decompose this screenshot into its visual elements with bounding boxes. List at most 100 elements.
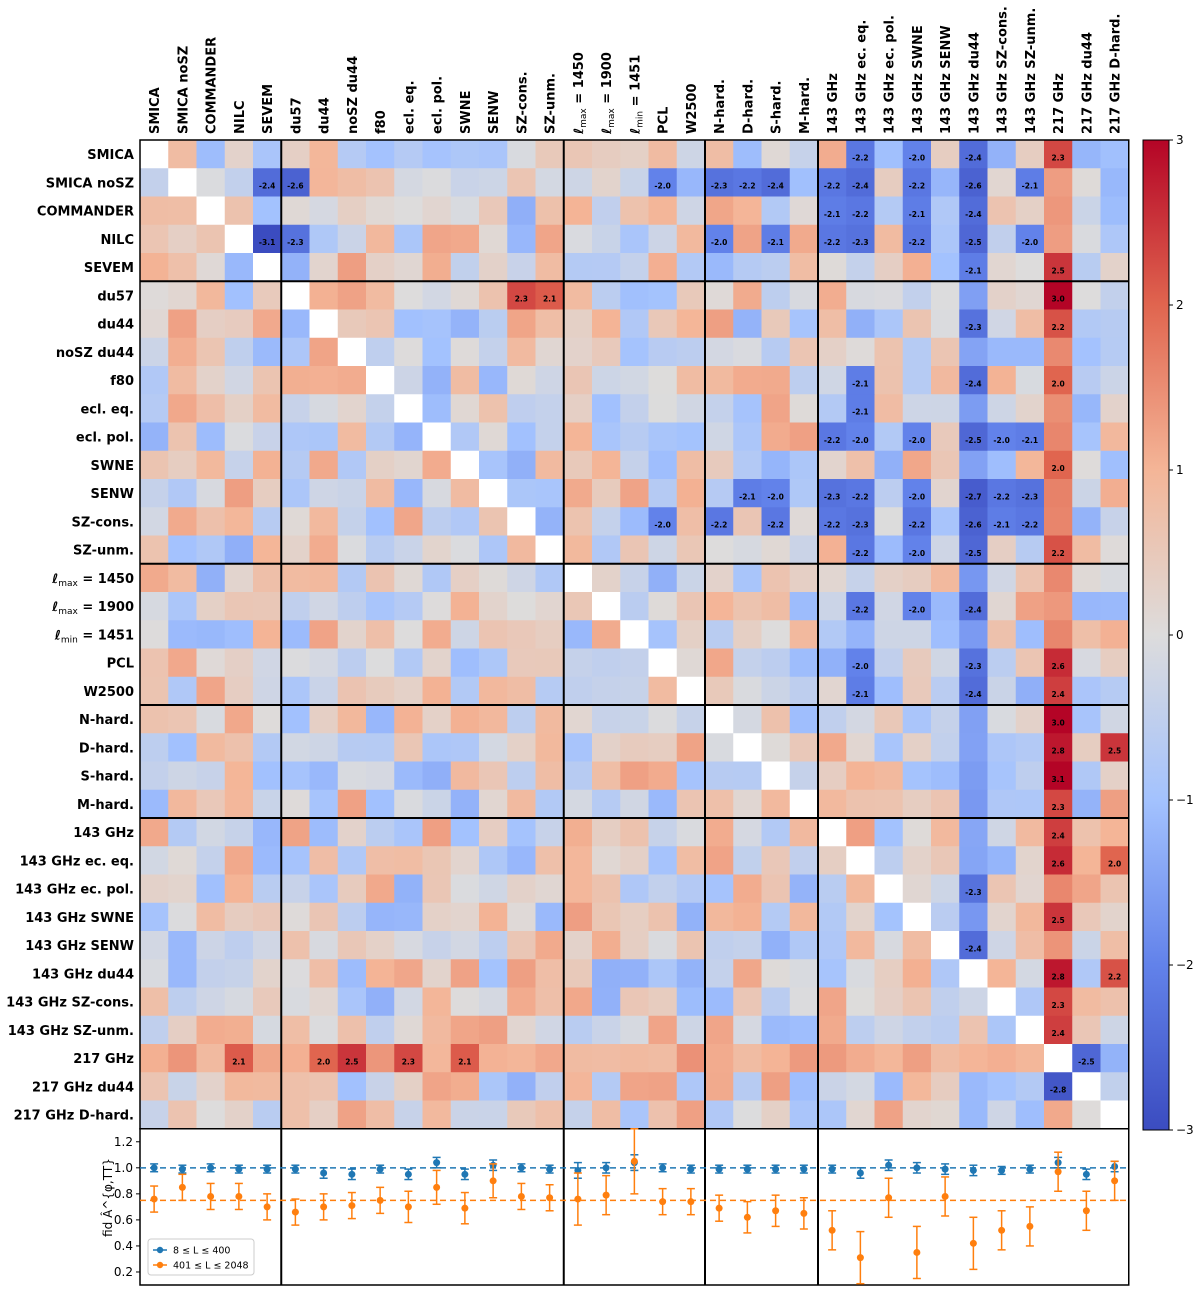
heatmap-cell bbox=[676, 450, 706, 480]
heatmap-cell bbox=[394, 168, 423, 197]
heatmap-cell bbox=[846, 337, 875, 367]
data-point bbox=[489, 1177, 497, 1185]
heatmap-cell bbox=[196, 309, 226, 339]
heatmap-cell bbox=[507, 535, 536, 565]
heatmap-cell bbox=[281, 818, 310, 847]
data-point bbox=[263, 1165, 271, 1173]
heatmap-cell bbox=[309, 818, 339, 847]
data-point bbox=[235, 1192, 243, 1200]
heatmap-cell bbox=[761, 846, 791, 875]
data-point bbox=[659, 1164, 667, 1172]
heatmap-cell bbox=[902, 422, 932, 452]
heatmap-cell bbox=[620, 931, 649, 960]
heatmap-cell bbox=[309, 1044, 339, 1073]
heatmap-cell bbox=[140, 846, 169, 875]
heatmap-cell bbox=[168, 394, 197, 423]
heatmap-cell bbox=[592, 846, 621, 875]
heatmap-cell bbox=[648, 1100, 678, 1130]
heatmap-cell bbox=[422, 648, 452, 678]
heatmap-cell bbox=[676, 648, 706, 678]
cell-annotation: -2.2 bbox=[852, 153, 868, 162]
data-point bbox=[1026, 1222, 1034, 1230]
heatmap-cell bbox=[648, 281, 678, 310]
heatmap-cell bbox=[818, 337, 847, 367]
heatmap-cell bbox=[1072, 1100, 1101, 1130]
heatmap-cell bbox=[818, 309, 847, 339]
row-label: 143 GHz du44 bbox=[32, 967, 134, 982]
heatmap-cell bbox=[1015, 563, 1045, 593]
heatmap-cell bbox=[705, 987, 734, 1017]
heatmap-cell bbox=[987, 676, 1017, 706]
data-point bbox=[320, 1203, 328, 1211]
heatmap-cell bbox=[479, 874, 508, 904]
heatmap-cell bbox=[196, 902, 226, 932]
heatmap-cell bbox=[818, 648, 847, 678]
heatmap-cell bbox=[846, 281, 875, 310]
data-point bbox=[715, 1165, 723, 1173]
heatmap-cell bbox=[253, 394, 282, 423]
heatmap-cell bbox=[450, 1015, 480, 1045]
heatmap-cell bbox=[253, 1100, 282, 1130]
heatmap-cell bbox=[789, 1072, 819, 1101]
heatmap-cell bbox=[309, 789, 339, 819]
heatmap-cell bbox=[394, 902, 423, 932]
heatmap-cell bbox=[563, 535, 593, 565]
heatmap-cell bbox=[902, 592, 932, 621]
heatmap-cell bbox=[1100, 507, 1130, 536]
data-point bbox=[404, 1170, 412, 1178]
heatmap-cell bbox=[224, 563, 254, 593]
heatmap-cell bbox=[987, 818, 1017, 847]
heatmap-cell bbox=[253, 422, 282, 452]
heatmap-cell bbox=[620, 648, 649, 678]
heatmap-cell bbox=[931, 620, 960, 649]
heatmap-cell bbox=[535, 1015, 565, 1045]
heatmap-cell bbox=[281, 479, 310, 508]
heatmap-cell bbox=[789, 1100, 819, 1130]
heatmap-cell bbox=[196, 931, 226, 960]
heatmap-cell bbox=[1072, 507, 1101, 536]
heatmap-cell bbox=[620, 1072, 649, 1101]
heatmap-cell bbox=[253, 931, 282, 960]
row-label: ecl. eq. bbox=[80, 402, 134, 417]
heatmap-cell bbox=[196, 422, 226, 452]
heatmap-cell bbox=[535, 224, 565, 254]
data-point bbox=[969, 1166, 977, 1174]
heatmap-cell bbox=[592, 676, 621, 706]
heatmap-cell bbox=[1015, 422, 1045, 452]
heatmap-cell bbox=[931, 168, 960, 197]
heatmap-cell bbox=[281, 620, 310, 649]
heatmap-cell bbox=[789, 676, 819, 706]
data-point bbox=[1111, 1177, 1119, 1185]
heatmap-cell bbox=[535, 902, 565, 932]
heatmap-cell bbox=[1072, 479, 1101, 508]
heatmap-cell bbox=[168, 676, 197, 706]
heatmap-cell bbox=[563, 733, 593, 762]
heatmap-cell bbox=[676, 789, 706, 819]
heatmap-cell bbox=[224, 535, 254, 565]
heatmap-cell bbox=[281, 422, 310, 452]
heatmap-cell bbox=[761, 987, 791, 1017]
heatmap-cell bbox=[422, 479, 452, 508]
row-label: N-hard. bbox=[79, 713, 134, 728]
heatmap-cell bbox=[931, 818, 960, 847]
heatmap-cell bbox=[959, 761, 988, 791]
heatmap-cell bbox=[705, 563, 734, 593]
data-point bbox=[998, 1166, 1006, 1174]
heatmap-cell bbox=[196, 224, 226, 254]
heatmap-cell bbox=[1015, 789, 1045, 819]
heatmap-cell bbox=[140, 1015, 169, 1045]
heatmap-cell bbox=[818, 140, 847, 169]
heatmap-cell bbox=[761, 535, 791, 565]
heatmap-cell bbox=[140, 563, 169, 593]
heatmap-cell bbox=[959, 789, 988, 819]
heatmap-cell bbox=[874, 648, 904, 678]
heatmap-cell bbox=[846, 366, 875, 395]
heatmap-cell bbox=[789, 309, 819, 339]
heatmap-cell bbox=[422, 281, 452, 310]
heatmap-cell bbox=[422, 676, 452, 706]
heatmap-cell bbox=[507, 309, 536, 339]
heatmap-cell bbox=[140, 224, 169, 254]
heatmap-cell bbox=[648, 140, 678, 169]
heatmap-cell bbox=[987, 253, 1017, 282]
column-label: 143 GHz ec. eq. bbox=[854, 20, 869, 134]
